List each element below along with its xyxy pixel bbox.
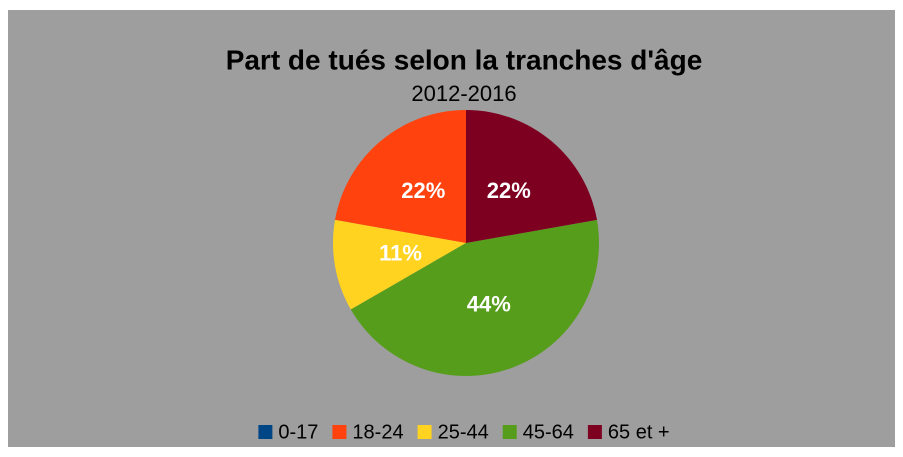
legend-swatch (332, 425, 347, 439)
legend-label: 65 et + (608, 421, 670, 443)
legend-label: 25-44 (438, 421, 489, 443)
legend-swatch (502, 425, 517, 439)
pie-slice (333, 219, 466, 310)
data-label: 22% (487, 178, 531, 203)
data-label: 11% (379, 240, 422, 265)
pie-slice (350, 219, 600, 376)
legend-swatch (258, 425, 273, 439)
chart-title: Part de tués selon la tranches d'âge (226, 44, 703, 75)
data-label: 22% (401, 178, 445, 203)
data-label: 44% (467, 291, 511, 316)
pie-slice (466, 110, 597, 243)
legend-swatch (417, 425, 432, 439)
chart-subtitle: 2012-2016 (411, 81, 516, 106)
pie-slice (335, 110, 466, 243)
legend-label: 18-24 (352, 421, 403, 443)
legend-label: 45-64 (523, 421, 574, 443)
legend-swatch (587, 425, 602, 439)
legend-label: 0-17 (278, 421, 318, 443)
